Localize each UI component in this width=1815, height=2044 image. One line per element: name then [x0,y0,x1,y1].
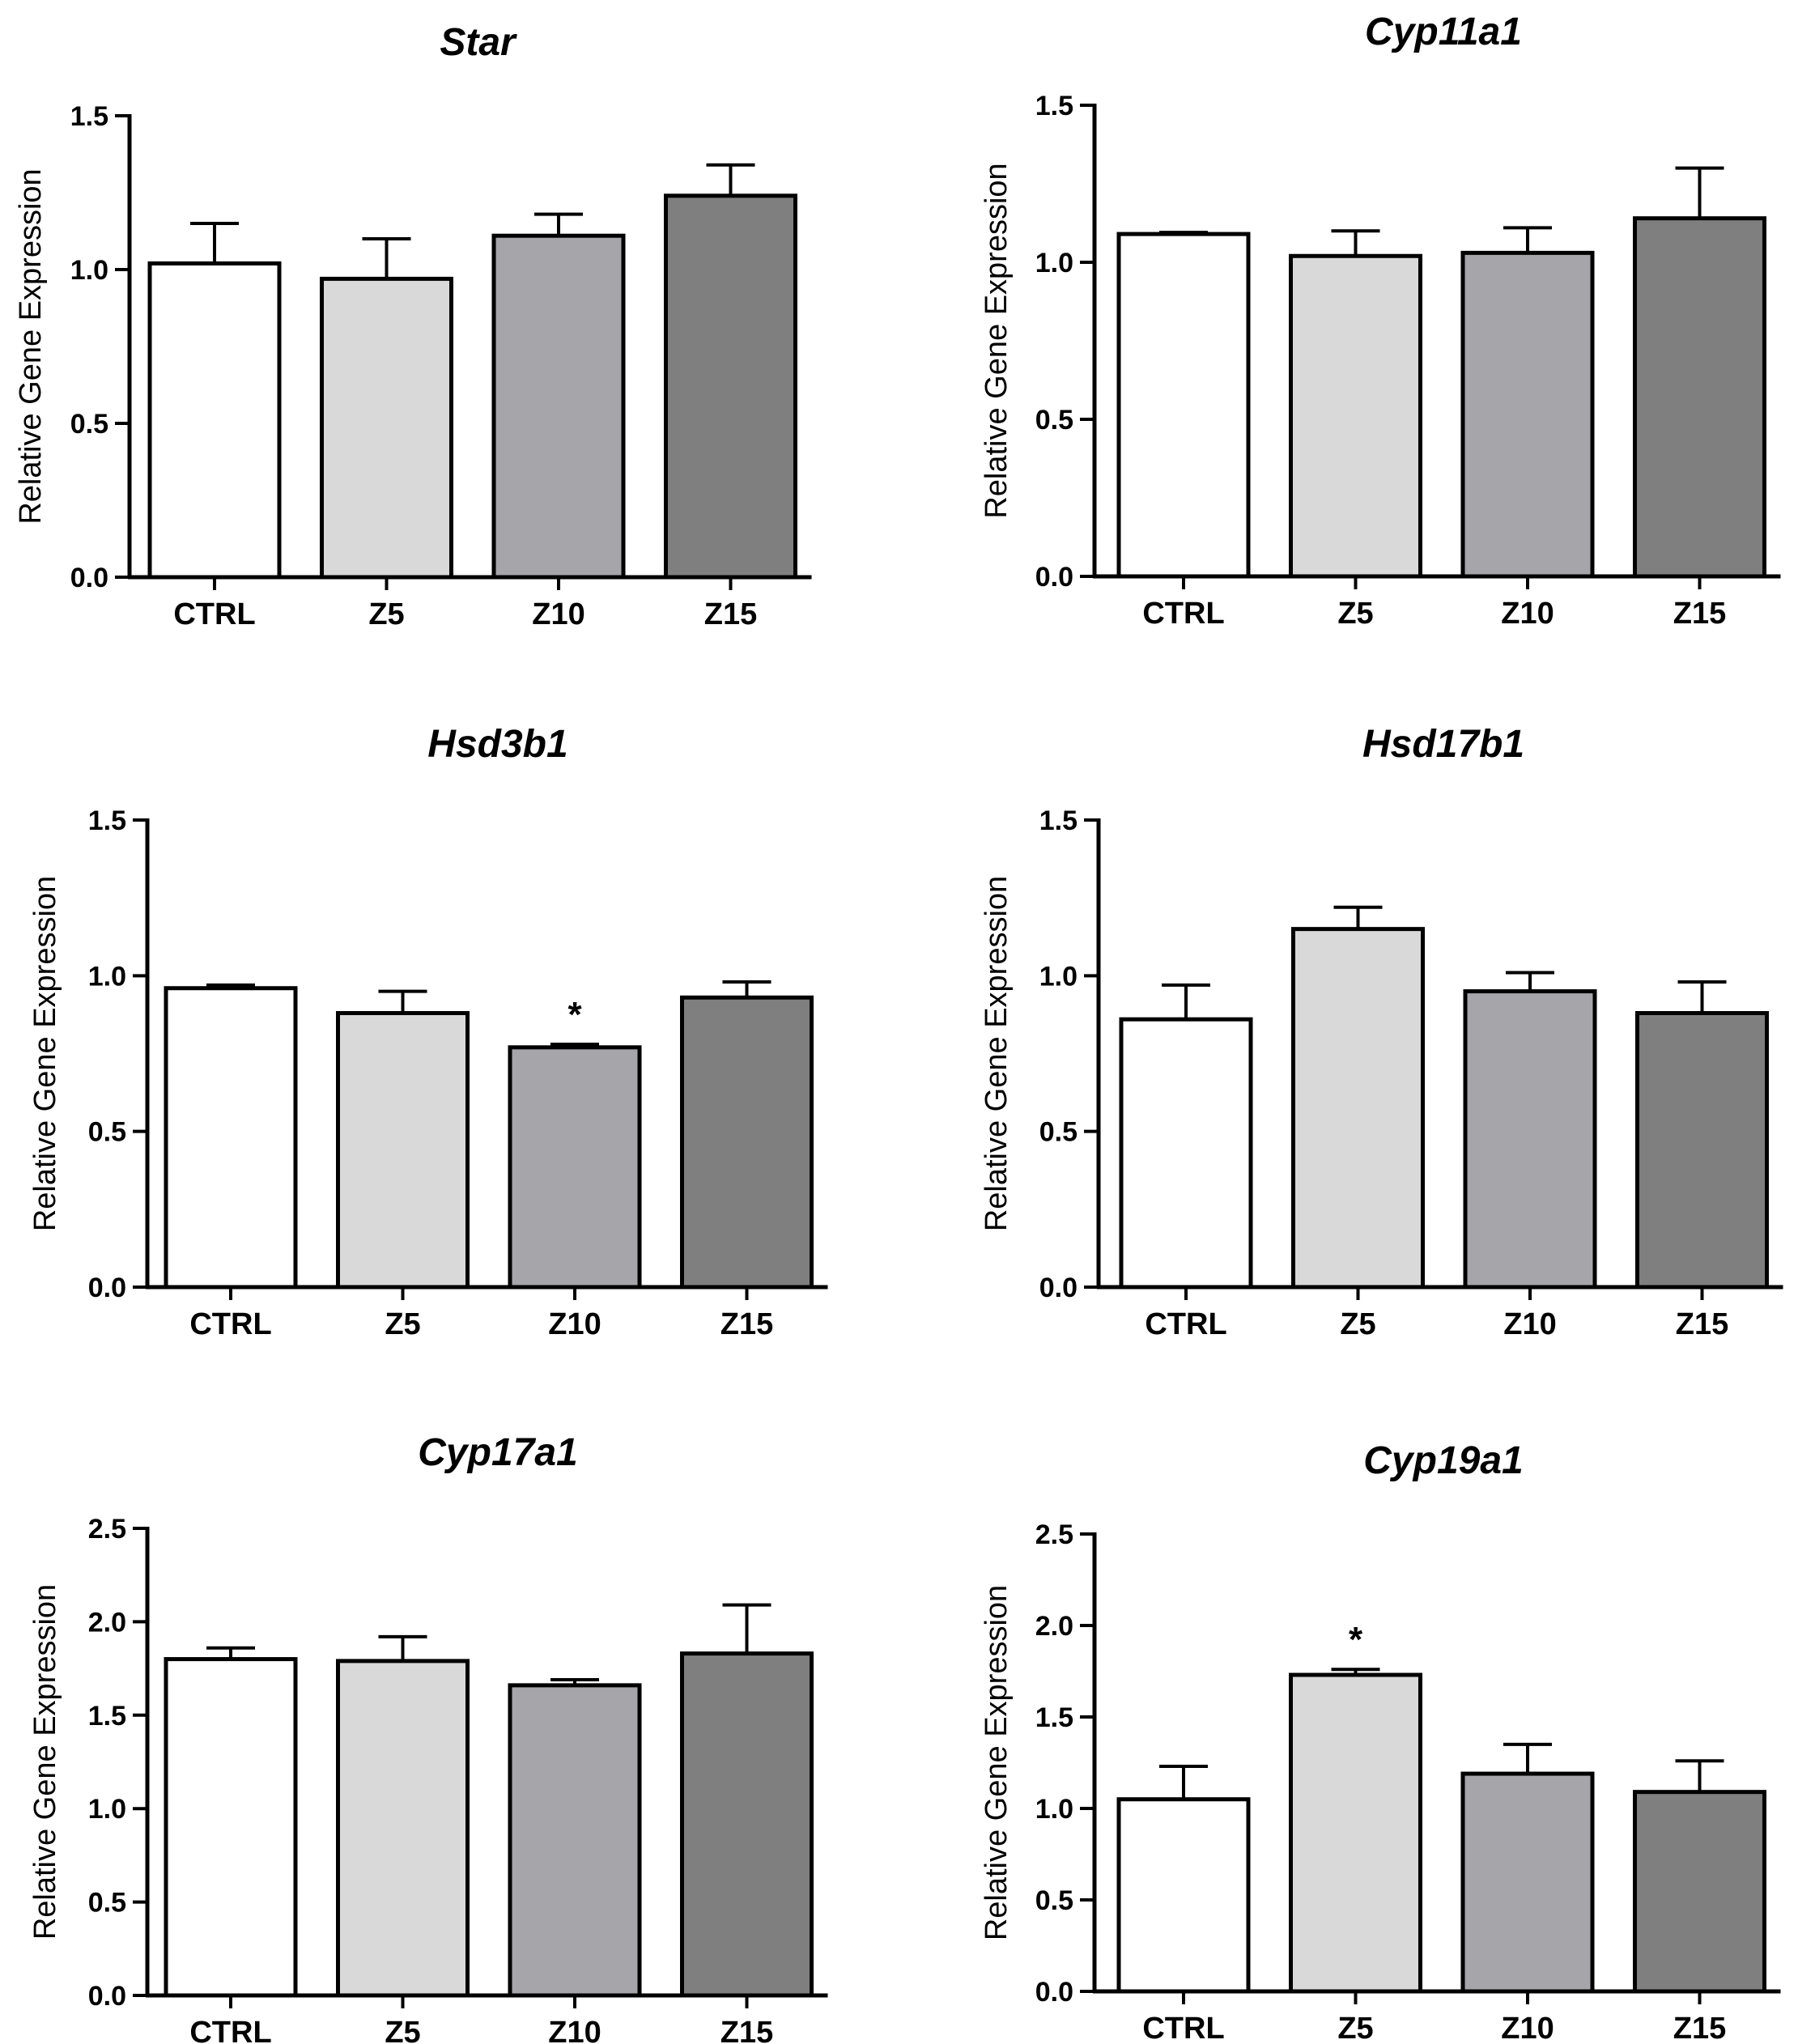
y-tick-label: 0.5 [1035,405,1073,436]
chart-title: Cyp17a1 [418,1431,577,1474]
x-tick-label: Z10 [532,597,584,631]
bar-z15 [680,1651,814,1998]
x-tick-label: CTRL [1142,2012,1224,2044]
y-tick-label: 1.0 [1039,961,1078,992]
y-tick-label: 1.0 [1035,248,1073,278]
bar-z10 [1460,1771,1595,1994]
y-tick-label: 1.0 [1035,1794,1073,1825]
chart-title: Hsd3b1 [427,723,567,766]
y-tick-label: 0.5 [88,1117,126,1148]
x-tick-label: Z15 [720,2016,773,2044]
bar-z15 [680,995,814,1290]
x-tick-label: Z10 [548,1307,601,1341]
bar-ctrl [164,1657,298,1998]
chart-panel-cyp11a1: Cyp11a1 Relative Gene Expression CTRL Z5 Z10… [980,11,1781,631]
x-tick-label: Z5 [385,2016,420,2044]
x-tick-label: Z15 [1676,1307,1728,1341]
x-tick-label: Z5 [1340,1307,1375,1341]
y-tick-label: 0.5 [70,409,108,440]
y-tick-label: 2.5 [1035,1519,1073,1550]
bar-ctrl [1116,1797,1251,1994]
bar-ctrl [1116,232,1251,579]
y-tick-label: 0.0 [88,1981,126,2012]
bar-z10 [508,1045,642,1290]
y-tick-label: 1.5 [1039,805,1078,836]
significance-star: * [567,995,582,1035]
y-axis-label: Relative Gene Expression [980,876,1014,1231]
y-tick-label: 1.5 [1035,1702,1073,1733]
y-tick-label: 2.0 [88,1607,126,1638]
chart-panel-cyp19a1: Cyp19a1 Relative Gene Expression CTRL Z5 * Z1… [980,1439,1781,2044]
x-tick-label: Z5 [385,1307,420,1341]
y-axis-label: Relative Gene Expression [14,168,48,524]
y-tick-label: 0.0 [1035,1977,1073,2008]
bar-z15 [1635,1010,1769,1290]
x-tick-label: CTRL [173,597,255,631]
y-tick-label: 0.5 [1039,1117,1078,1148]
significance-star: * [1349,1620,1363,1659]
x-tick-label: Z10 [1501,597,1554,631]
y-tick-label: 2.5 [88,1514,126,1545]
x-tick-label: Z15 [1673,597,1726,631]
y-tick-label: 1.5 [88,805,126,836]
chart-title: Hsd17b1 [1362,723,1524,766]
x-tick-label: CTRL [1145,1307,1226,1341]
bar-z10 [1463,989,1597,1290]
bar-z10 [491,233,626,580]
chart-title: Star [440,21,517,64]
bar-z5 [1289,1672,1422,1994]
y-tick-label: 0.5 [88,1888,126,1919]
bar-z5 [336,1659,470,1998]
y-tick-label: 1.5 [88,1701,126,1732]
y-tick-label: 0.0 [70,563,108,593]
x-tick-label: Z5 [368,597,404,631]
x-tick-label: Z10 [548,2016,601,2044]
y-tick-label: 1.5 [70,101,108,132]
y-axis-label: Relative Gene Expression [980,163,1014,518]
y-axis-label: Relative Gene Expression [980,1585,1014,1940]
y-tick-label: 1.0 [88,961,126,992]
bar-z5 [1289,253,1422,579]
x-tick-label: CTRL [189,1307,271,1341]
y-tick-label: 0.0 [1039,1273,1078,1303]
x-tick-label: Z15 [720,1307,773,1341]
chart-panel-cyp17a1: Cyp17a1 Relative Gene Expression CTRL Z5 Z10… [28,1431,828,2044]
y-tick-label: 1.5 [1035,91,1073,121]
x-tick-label: CTRL [189,2016,271,2044]
bar-z5 [320,276,453,580]
y-axis-label: Relative Gene Expression [28,876,62,1231]
chart-panel-hsd3b1: Hsd3b1 Relative Gene Expression CTRL Z5 Z10 *… [28,723,828,1341]
bar-z15 [1633,1790,1766,1994]
x-tick-label: Z10 [1501,2012,1554,2044]
x-tick-label: Z15 [1673,2012,1726,2044]
bar-z5 [336,1010,470,1290]
chart-title: Cyp19a1 [1363,1439,1523,1482]
y-axis-label: Relative Gene Expression [28,1584,62,1940]
x-tick-label: Z5 [1337,2012,1373,2044]
y-tick-label: 1.0 [70,255,108,286]
y-tick-label: 0.0 [1035,562,1073,593]
chart-title: Cyp11a1 [1365,11,1522,53]
y-tick-label: 0.0 [88,1273,126,1303]
y-tick-label: 0.5 [1035,1885,1073,1916]
y-tick-label: 1.0 [88,1794,126,1825]
bar-ctrl [1119,1017,1253,1290]
x-tick-label: Z5 [1337,597,1373,631]
bar-ctrl [164,986,298,1290]
x-tick-label: Z15 [704,597,757,631]
x-tick-label: Z10 [1503,1307,1556,1341]
bar-z5 [1291,927,1425,1290]
chart-panel-star: Star Relative Gene Expression CTRL Z5 Z10 Z15… [14,21,812,631]
chart-panel-hsd17b1: Hsd17b1 Relative Gene Expression CTRL Z5 Z10… [980,723,1783,1341]
bar-z10 [1460,250,1595,579]
bar-ctrl [147,261,282,580]
x-tick-label: CTRL [1142,597,1224,631]
bar-z15 [664,193,797,580]
bar-z15 [1633,216,1766,579]
y-tick-label: 2.0 [1035,1611,1073,1642]
bar-z10 [508,1683,642,1998]
